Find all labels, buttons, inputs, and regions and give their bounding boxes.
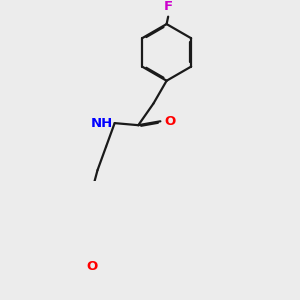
Text: NH: NH	[90, 117, 113, 130]
Text: O: O	[86, 260, 97, 273]
Text: O: O	[165, 115, 176, 128]
Text: F: F	[164, 0, 173, 13]
